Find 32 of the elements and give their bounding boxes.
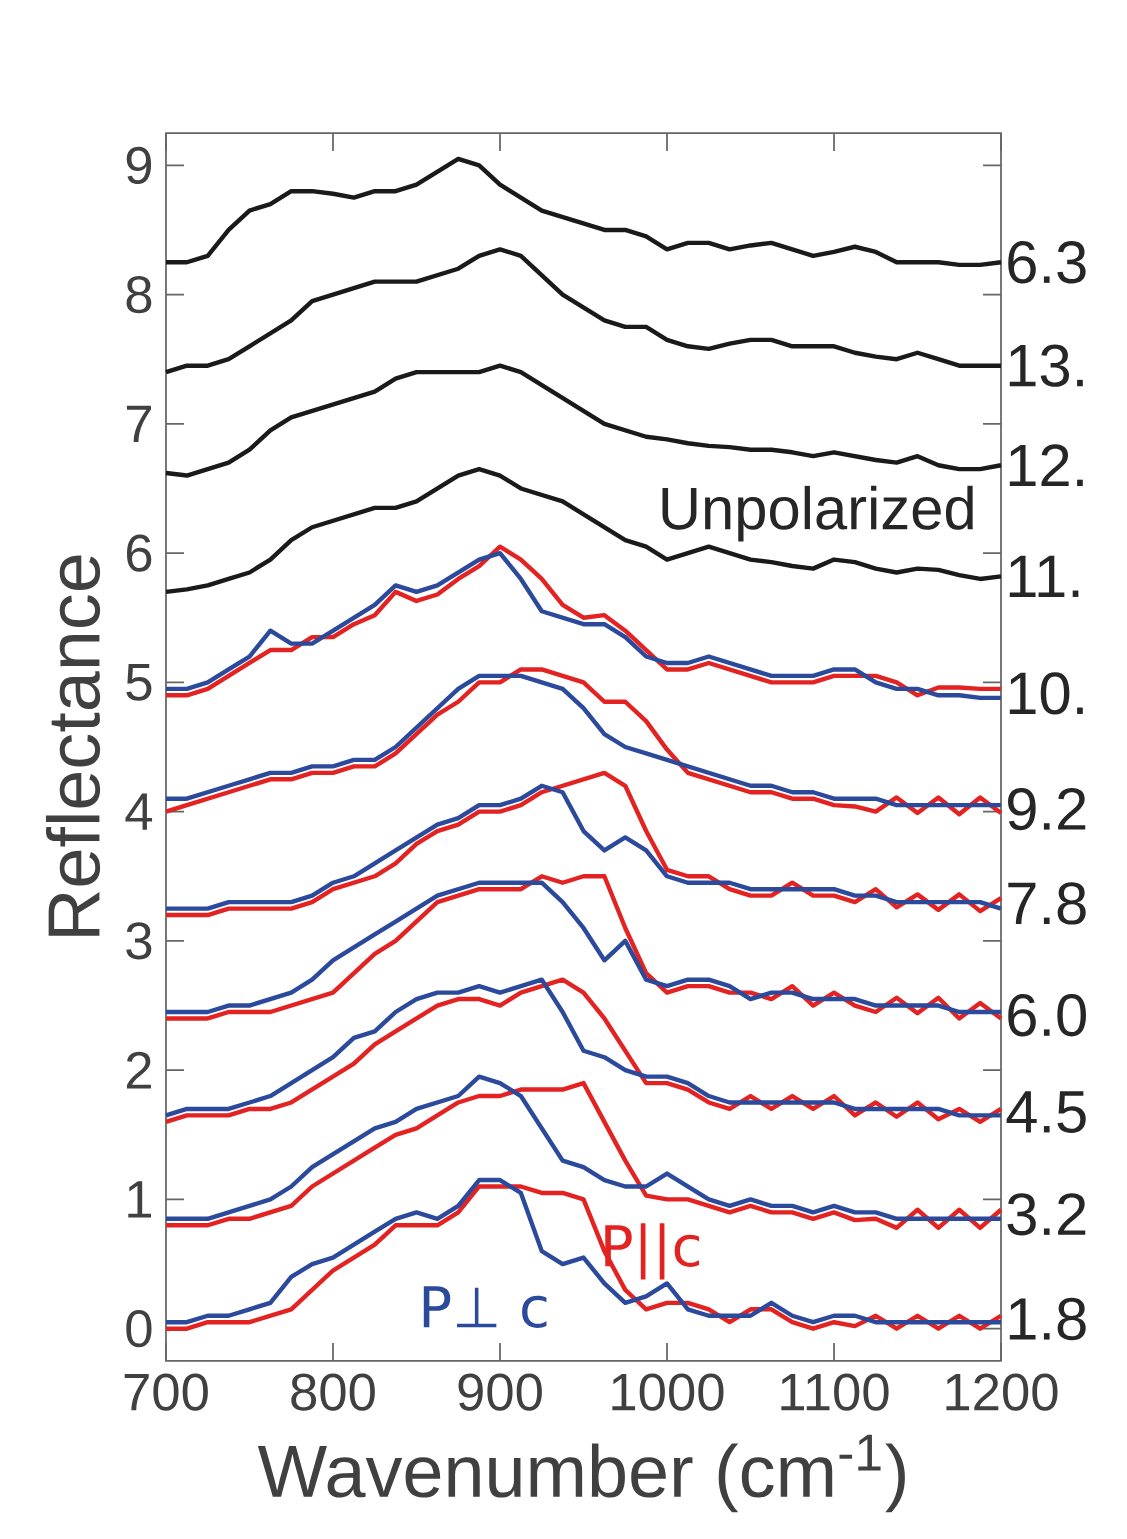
- x-axis-title: Wavenumber (cm$^{-1}$): [257, 1434, 905, 1513]
- y-tick-label: 1: [128, 1181, 151, 1218]
- x-tick-label: 1200: [946, 1373, 1058, 1411]
- text: 11.: [1009, 555, 1079, 597]
- y-tick-label: 3: [126, 922, 152, 960]
- y-tick-label: 9: [126, 146, 152, 184]
- text: 3.2: [1007, 1193, 1086, 1236]
- y-axis-title: Reflectance: [45, 555, 101, 936]
- text: 4.5: [1006, 1091, 1086, 1134]
- text: 10.: [1009, 672, 1083, 715]
- text: 6.0: [1008, 994, 1086, 1037]
- text: 9.2: [1008, 787, 1086, 831]
- series-label: P||c: [605, 1223, 700, 1280]
- text: 1.8: [1009, 1297, 1086, 1341]
- y-tick-label: 6: [126, 534, 152, 572]
- y-tick-label: 5: [126, 663, 152, 701]
- text: 12.: [1009, 444, 1083, 487]
- y-tick-label: 7: [126, 405, 151, 442]
- x-tick-label: 700: [124, 1373, 208, 1411]
- text: 13.: [1009, 344, 1083, 387]
- annotation: Unpolarized: [662, 485, 973, 542]
- y-tick-label: 4: [125, 793, 153, 830]
- text: 7.8: [1008, 882, 1086, 925]
- y-tick-label: 2: [126, 1051, 151, 1089]
- x-tick-label: 800: [291, 1373, 375, 1411]
- series-label: P⊥ c: [423, 1286, 547, 1328]
- x-tick-label: 1100: [781, 1373, 889, 1411]
- y-tick-label: 0: [126, 1310, 152, 1348]
- text: 6.3: [1008, 241, 1086, 284]
- y-tick-label: 8: [126, 275, 152, 314]
- x-tick-label: 1000: [612, 1373, 724, 1411]
- x-tick-label: 900: [458, 1373, 542, 1411]
